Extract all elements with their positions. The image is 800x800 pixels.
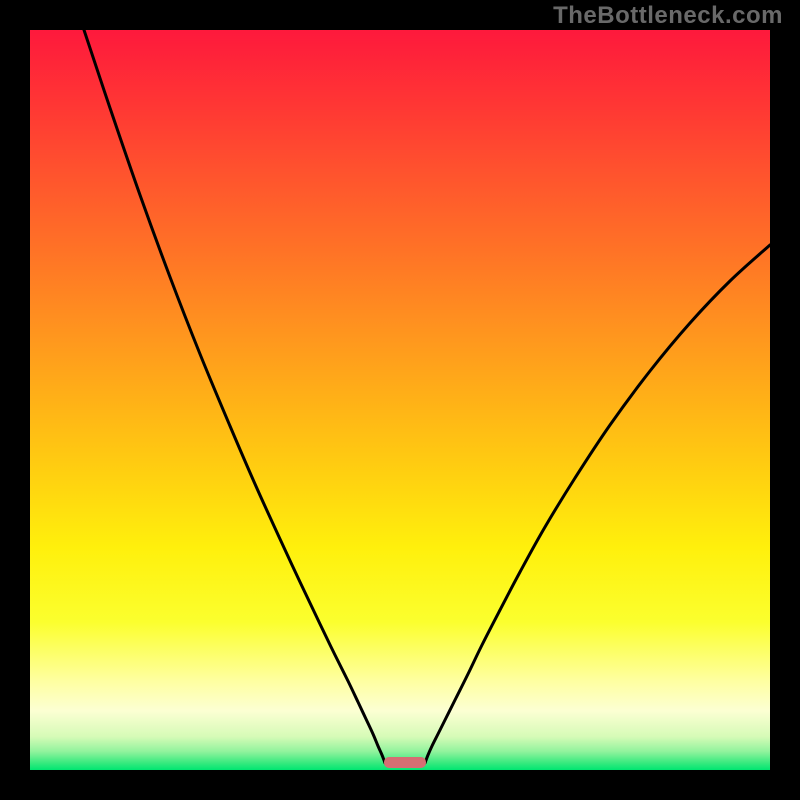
chart-background xyxy=(30,30,770,770)
optimal-marker xyxy=(384,757,426,768)
plot-area xyxy=(30,30,770,770)
chart-svg xyxy=(30,30,770,770)
watermark-text: TheBottleneck.com xyxy=(553,2,783,30)
